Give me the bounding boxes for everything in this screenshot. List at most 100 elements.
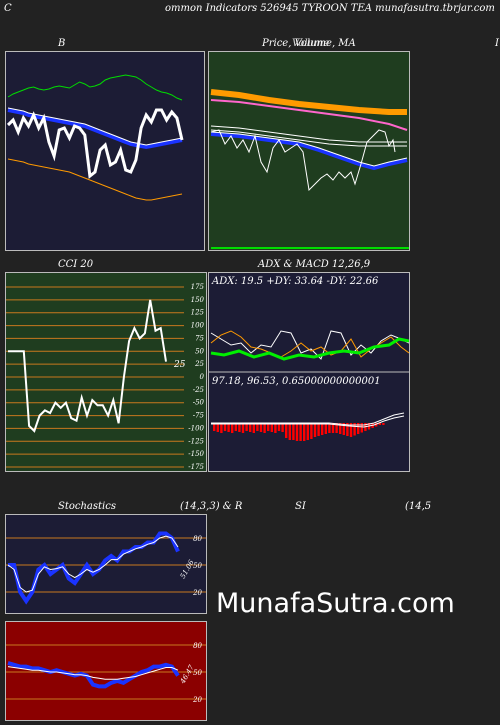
price-ma-white-3 [210, 131, 408, 167]
macd-bar [357, 423, 360, 434]
cci-tick-label: 175 [191, 283, 205, 291]
stoch-params: (14,3,3) & R [180, 501, 243, 512]
bb-price-line [6, 108, 184, 179]
macd-bar [382, 423, 385, 425]
header-left-letter: C [4, 3, 12, 14]
cci-chart: 175 150 125 100 75 50 25 0 -25 -50 -75 -100 -125 -150… [6, 283, 205, 471]
macd-bar [231, 423, 234, 433]
cci-panel: 175 150 125 100 75 50 25 0 -25 -50 -75 -100 -125 -150… [5, 272, 207, 472]
bb-middle-band-outline [7, 107, 183, 146]
adx-macd-title: ADX & MACD 12,26,9 [258, 259, 371, 270]
bb-lower-band [7, 158, 183, 201]
macd-line [211, 412, 405, 426]
macd-bar [259, 423, 263, 432]
price-title: Price, Volume, MA [262, 38, 356, 49]
macd-bar [267, 423, 270, 431]
adx-line [210, 337, 409, 361]
cci-current-label: 25 [173, 360, 186, 370]
bollinger-panel [5, 51, 205, 251]
stoch-tick-label: 80 [193, 535, 202, 543]
macd-bar [346, 423, 349, 436]
macd-bar [245, 423, 248, 431]
cci-tick-label: 0 [200, 373, 205, 381]
cci-line [8, 299, 167, 433]
stoch-panel: 80 50 20 51.06 [5, 514, 207, 614]
macd-bar [375, 423, 378, 427]
price-ma-white-1 [210, 125, 407, 143]
macd-bar [295, 423, 299, 441]
rsi-tick-label: 20 [192, 696, 202, 704]
rsi-tick-label: 50 [193, 669, 202, 677]
macd-bar [299, 423, 302, 441]
watermark: MunafaSutra.com [216, 588, 455, 619]
macd-bar [288, 423, 291, 440]
macd-bar [281, 423, 284, 432]
macd-bar [303, 423, 306, 441]
adx-macd-chart [209, 330, 409, 441]
right-edge-title: I [495, 38, 499, 49]
price-title-overlap: Volume [292, 38, 330, 49]
cci-tick-label: -125 [188, 437, 204, 445]
rsi-title: SI [295, 501, 306, 512]
rsi-panel: 80 50 20 46.47 [5, 621, 207, 721]
stoch-k-line [8, 531, 180, 605]
rsi-ma-line [7, 666, 179, 680]
cci-tick-label: -25 [193, 386, 205, 394]
price-ma-blue [210, 132, 408, 171]
macd-bar [360, 423, 363, 433]
cci-tick-label: -50 [193, 399, 205, 407]
macd-bar [227, 423, 230, 432]
macd-bar [331, 423, 335, 433]
cci-tick-label: 100 [191, 322, 205, 330]
macd-bar [241, 423, 245, 433]
macd-bar [274, 423, 277, 433]
macd-bar [249, 423, 252, 432]
macd-bar [220, 423, 223, 433]
macd-bar [342, 423, 345, 435]
cci-title: CCI 20 [58, 259, 94, 270]
macd-bar [321, 423, 324, 435]
macd-bar [256, 423, 259, 431]
rsi-params: (14,5 [405, 501, 432, 512]
price-panel [208, 51, 410, 251]
macd-bar [310, 423, 313, 439]
macd-histogram [213, 423, 385, 441]
macd-bar [353, 423, 356, 436]
price-line [210, 129, 396, 192]
bollinger-title: B [58, 38, 66, 49]
adx-macd-panel [208, 272, 410, 472]
adx-values-text: ADX: 19.5 +DY: 33.64 -DY: 22.66 [212, 276, 379, 287]
cci-tick-label: 50 [195, 347, 204, 355]
macd-bar [285, 423, 288, 438]
page-title: ommon Indicators 526945 TYROON TEA munaf… [165, 3, 495, 14]
rsi-line [7, 661, 180, 689]
macd-bar [313, 423, 317, 437]
macd-bar [238, 423, 241, 432]
macd-bar [216, 423, 219, 432]
bollinger-chart [6, 74, 184, 201]
macd-bar [317, 423, 320, 436]
macd-bar [252, 423, 255, 433]
macd-bar [306, 423, 309, 440]
macd-bar [234, 423, 237, 431]
price-ma-white-2 [210, 129, 407, 147]
cci-tick-label: 150 [191, 296, 205, 304]
stoch-d-line [7, 535, 179, 593]
price-ma-orange [210, 89, 407, 115]
macd-bar [270, 423, 273, 432]
macd-bar [349, 423, 353, 437]
macd-bar [378, 423, 381, 425]
bb-upper-band [7, 74, 183, 101]
cci-tick-label: -75 [193, 412, 205, 420]
cci-tick-label: -150 [188, 450, 204, 458]
macd-signal [211, 415, 405, 428]
stoch-tick-label: 20 [192, 589, 202, 597]
cci-tick-label: 25 [194, 360, 204, 368]
macd-bar [328, 423, 331, 433]
macd-bar [292, 423, 295, 440]
price-ma-pink [210, 99, 408, 131]
stoch-tick-label: 50 [193, 562, 202, 570]
macd-bar [263, 423, 266, 433]
